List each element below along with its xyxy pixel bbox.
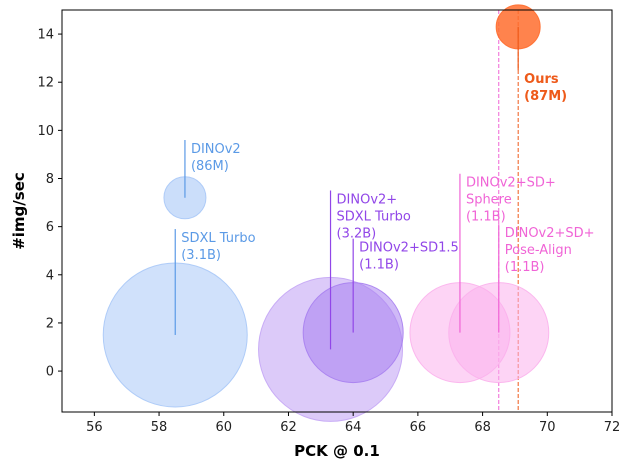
label-ours-line-0: Ours — [524, 72, 559, 87]
plot-frame — [61, 9, 613, 413]
label-dinov2-sd15-line-1: (1.1B) — [359, 258, 399, 273]
x-tick-label-1: 58 — [151, 420, 168, 435]
label-dinov2-sd-pose-align-line-1: Pose-Align — [505, 243, 572, 258]
label-dinov2-sd-sphere-line-1: Sphere — [466, 193, 512, 208]
label-dinov2-sdxl-turbo-line-0: DINOv2+ — [337, 193, 398, 208]
label-dinov2-line-0: DINOv2 — [191, 142, 241, 157]
x-tick-label-0: 56 — [86, 420, 103, 435]
x-tick-label-5: 66 — [410, 420, 427, 435]
label-dinov2-sd-pose-align-line-2: (1.1B) — [505, 260, 545, 275]
y-tick-label-3: 6 — [46, 220, 54, 235]
label-dinov2-sdxl-turbo-line-1: SDXL Turbo — [337, 210, 411, 225]
x-tick-label-3: 62 — [280, 420, 297, 435]
x-tick-label-2: 60 — [215, 420, 232, 435]
y-axis-title: #img/sec — [10, 172, 28, 250]
label-dinov2-sd-sphere-line-0: DINOv2+SD+ — [466, 176, 556, 191]
x-tick-label-8: 72 — [604, 420, 621, 435]
y-tick-label-7: 14 — [37, 28, 54, 43]
x-axis-title: PCK @ 0.1 — [294, 442, 380, 460]
y-tick-label-6: 12 — [37, 76, 54, 91]
y-tick-label-1: 2 — [46, 316, 54, 331]
label-sdxl-turbo-line-1: (3.1B) — [181, 248, 221, 263]
label-dinov2-sd-pose-align-line-0: DINOv2+SD+ — [505, 226, 595, 241]
label-dinov2-sd15-line-0: DINOv2+SD1.5 — [359, 241, 459, 256]
y-tick-label-2: 4 — [46, 268, 54, 283]
x-tick-label-6: 68 — [474, 420, 491, 435]
x-tick-label-4: 64 — [345, 420, 362, 435]
label-dinov2-sd-sphere-line-2: (1.1B) — [466, 210, 506, 225]
y-tick-label-4: 8 — [46, 172, 54, 187]
label-sdxl-turbo-line-0: SDXL Turbo — [181, 231, 255, 246]
y-tick-label-5: 10 — [37, 124, 54, 139]
label-dinov2-line-1: (86M) — [191, 159, 229, 174]
x-tick-label-7: 70 — [539, 420, 556, 435]
label-ours-line-1: (87M) — [524, 89, 567, 104]
y-tick-label-0: 0 — [46, 365, 54, 380]
label-dinov2-sdxl-turbo-line-2: (3.2B) — [337, 227, 377, 242]
